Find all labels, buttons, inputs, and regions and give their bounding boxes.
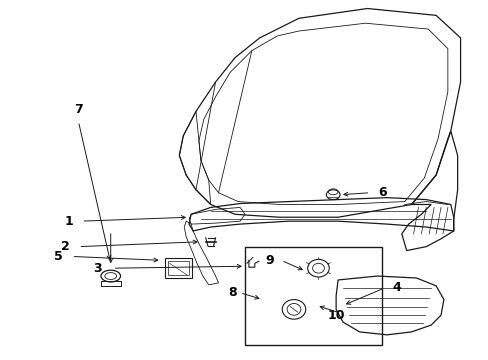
Text: 3: 3 (94, 262, 102, 275)
Text: 10: 10 (326, 309, 344, 322)
Bar (101, 281, 120, 286)
Text: 2: 2 (61, 240, 70, 253)
Text: 9: 9 (264, 254, 273, 267)
Text: 1: 1 (64, 215, 73, 228)
Bar (244, 247, 382, 345)
Text: 6: 6 (377, 186, 386, 199)
Text: 7: 7 (74, 103, 82, 116)
Text: 5: 5 (54, 250, 63, 263)
Text: 8: 8 (227, 286, 236, 299)
Text: 4: 4 (392, 281, 401, 294)
Bar (164, 258, 192, 278)
Bar (167, 261, 189, 275)
